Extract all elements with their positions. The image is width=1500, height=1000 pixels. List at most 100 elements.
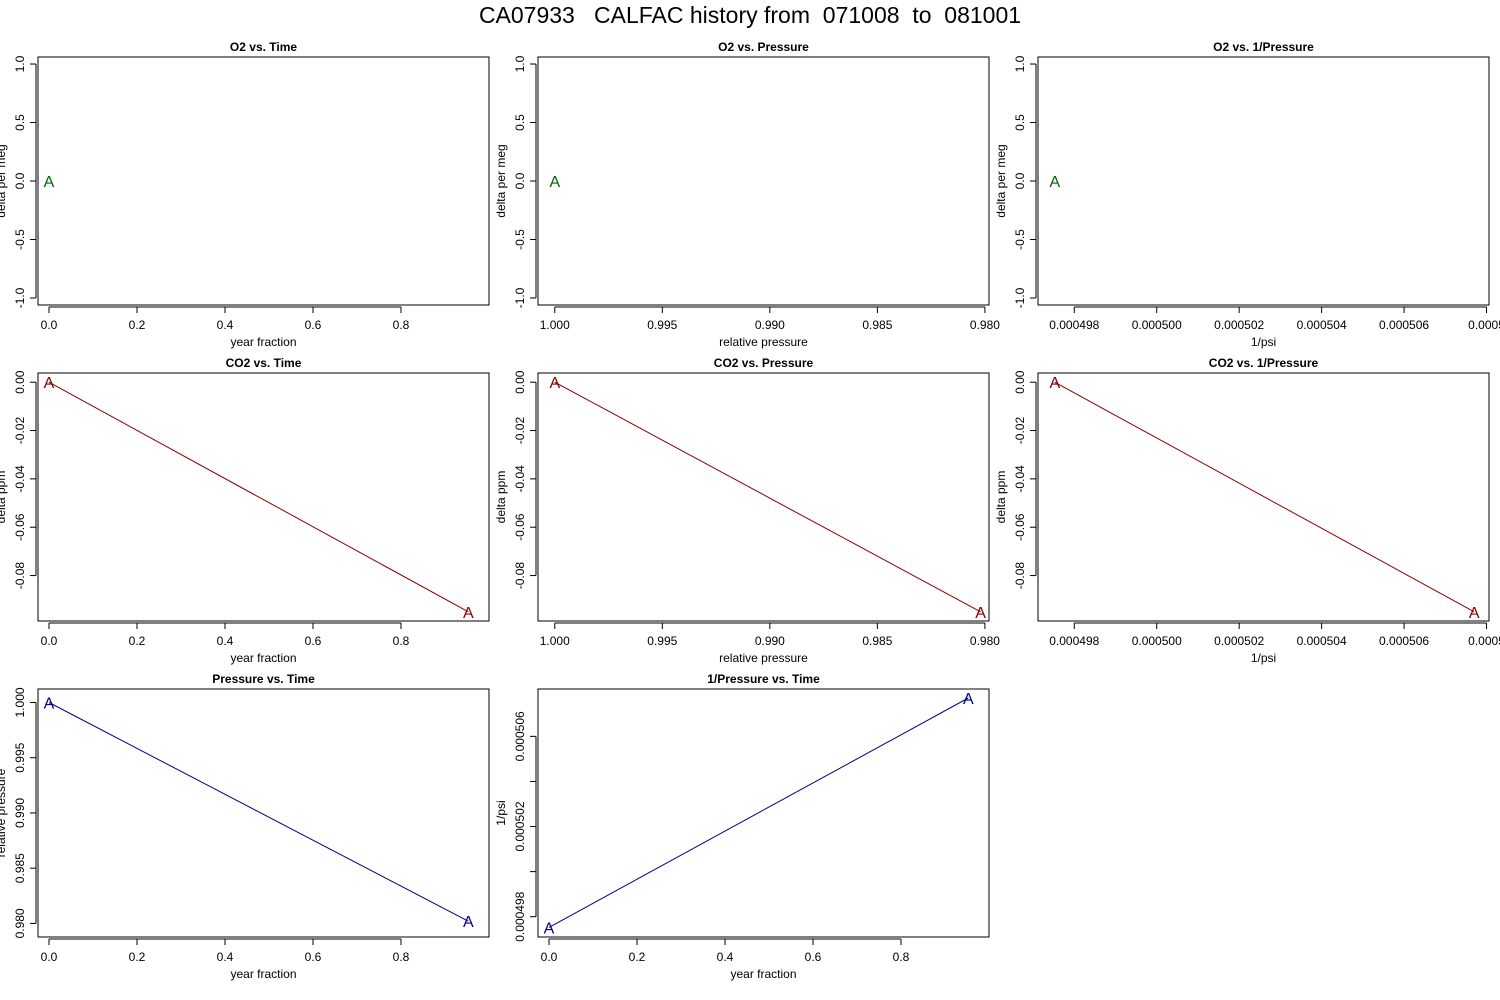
x-tick-label: 0.000500 [1132,634,1182,648]
y-tick-label: -0.08 [513,562,527,590]
x-tick-label: 0.8 [393,318,410,332]
y-tick-label: -0.06 [13,513,27,541]
x-tick-label: 0.990 [755,634,785,648]
plot-frame [537,688,990,938]
x-axis-label: year fraction [230,651,296,665]
y-tick-label: -0.02 [1013,417,1027,445]
y-axis-label: delta per meg [494,144,508,217]
x-tick-label: 0.0 [41,318,58,332]
y-tick-label: -1.0 [1013,287,1027,308]
y-tick-label: -0.06 [513,513,527,541]
y-tick-label: 0.0 [13,172,27,189]
data-point-label: A [44,375,55,392]
y-tick-label: -0.04 [513,465,527,493]
y-axis-label: delta ppm [994,471,1008,524]
panel-title: 1/Pressure vs. Time [707,672,820,686]
x-tick-label: 0.6 [805,950,822,964]
panel-title: O2 vs. Pressure [718,40,809,54]
x-tick-label: 0.980 [970,318,1000,332]
y-axis-label: delta ppm [494,471,508,524]
data-point-label: A [549,375,560,392]
y-tick-label: 0.00 [1013,370,1027,394]
y-tick-label: 0.5 [513,114,527,131]
y-tick-label: -0.06 [1013,513,1027,541]
y-tick-label: -0.08 [1013,562,1027,590]
x-tick-label: 0.4 [717,950,734,964]
panel-title: CO2 vs. 1/Pressure [1209,356,1319,370]
y-axis-label: relative pressure [0,768,8,857]
y-tick-label: -1.0 [13,287,27,308]
y-tick-label: -0.04 [1013,465,1027,493]
plot-frame [537,56,990,306]
x-tick-label: 0.2 [129,318,146,332]
x-tick-label: 0.000498 [1049,634,1099,648]
x-tick-label: 0.4 [217,318,234,332]
panel-title: O2 vs. Time [230,40,297,54]
x-axis-label: year fraction [730,967,796,981]
x-tick-label: 0.6 [305,318,322,332]
plot-frame [37,56,490,306]
y-tick-label: 0.000502 [513,801,527,851]
data-point-label: A [44,695,55,712]
plot-frame [1037,372,1490,622]
y-tick-label: 0.00 [513,370,527,394]
data-point-label: A [44,174,55,191]
x-tick-label: 1.000 [540,634,570,648]
x-tick-label: 0.000502 [1214,318,1264,332]
y-tick-label: -0.02 [513,417,527,445]
x-axis-label: year fraction [230,967,296,981]
x-tick-label: 0.2 [129,634,146,648]
y-tick-label: 0.980 [13,908,27,938]
x-tick-label: 0.6 [305,950,322,964]
x-tick-label: 0.000506 [1379,634,1429,648]
panel-title: O2 vs. 1/Pressure [1213,40,1314,54]
x-tick-label: 1.000 [540,318,570,332]
x-tick-label: 0.2 [629,950,646,964]
data-point-label: A [463,605,474,622]
x-tick-label: 0.2 [129,950,146,964]
x-tick-label: 0.990 [755,318,785,332]
x-tick-label: 0.000504 [1297,318,1347,332]
data-point-label: A [463,914,474,931]
o2-vs-time-panel: O2 vs. Time 0.0 0.2 0.4 0.6 0.8 year fraction -… [0,40,490,349]
data-point-label: A [963,691,974,708]
plot-frame [37,372,490,622]
y-axis-label: delta ppm [0,471,8,524]
y-tick-label: -1.0 [513,287,527,308]
series-line [48,702,469,922]
data-point-label: A [1049,174,1060,191]
x-tick-label: 0.000504 [1297,634,1347,648]
y-tick-label: 1.0 [513,55,527,72]
x-tick-label: 0.995 [647,318,677,332]
co2-vs-inverse-pressure-panel: CO2 vs. 1/Pressure 0.000498 0.000500 0.0005… [994,356,1500,665]
series-line [48,381,469,613]
plot-frame [37,688,490,938]
x-axis-label: year fraction [230,335,296,349]
x-tick-label: 0.985 [862,318,892,332]
y-tick-label: 1.0 [1013,55,1027,72]
y-tick-label: 1.000 [13,687,27,717]
series-line [548,697,969,928]
y-axis-label: delta per meg [0,144,8,217]
x-tick-label: 0.995 [647,634,677,648]
series-line [554,381,981,613]
inverse-pressure-vs-time-panel: 1/Pressure vs. Time 0.0 0.2 0.4 0.6 0.8 year f… [494,672,990,981]
x-axis-label: 1/psi [1251,651,1276,665]
x-tick-label: 0.8 [893,950,910,964]
x-tick-label: 0.4 [217,950,234,964]
x-tick-label: 0.000506 [1379,318,1429,332]
data-point-label: A [1049,375,1060,392]
x-axis-label: relative pressure [719,651,808,665]
y-tick-label: 0.985 [13,853,27,883]
y-tick-label: -0.02 [13,417,27,445]
y-tick-label: -0.5 [1013,229,1027,250]
x-tick-label: 0.000502 [1214,634,1264,648]
x-tick-label: 0.8 [393,634,410,648]
data-point-label: A [1469,605,1480,622]
x-axis-label: 1/psi [1251,335,1276,349]
x-tick-label: 0.000500 [1132,318,1182,332]
panel-title: CO2 vs. Time [226,356,302,370]
plot-frame [537,372,990,622]
